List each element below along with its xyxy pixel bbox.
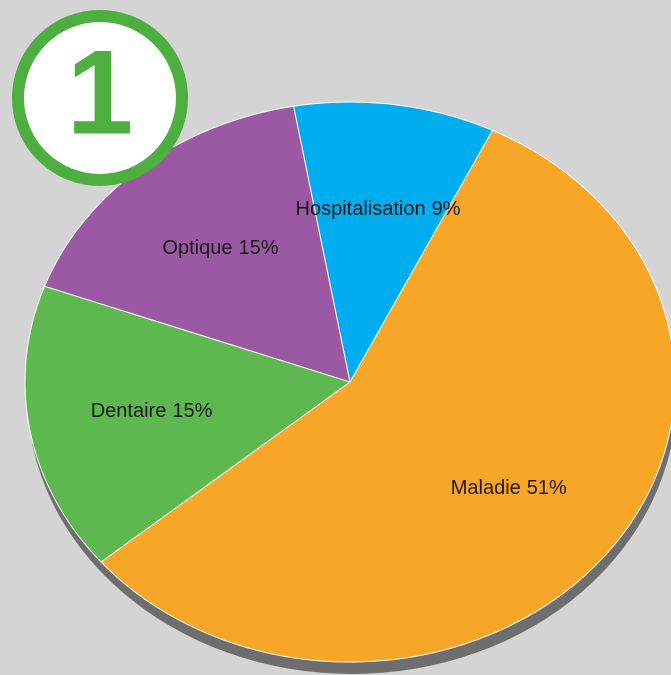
slice-value: 9% <box>432 198 461 220</box>
pie-slice <box>292 101 494 384</box>
slice-value: 15% <box>172 400 212 422</box>
badge-circle <box>12 10 188 186</box>
slice-label: Dentaire 15% <box>91 400 213 422</box>
slice-category: Dentaire <box>91 400 167 422</box>
slice-label: Maladie 51% <box>451 477 567 499</box>
badge-number: 1 <box>67 26 134 160</box>
slice-label: Hospitalisation 9% <box>296 198 461 220</box>
slice-label: Optique 15% <box>162 237 278 259</box>
pie-slice <box>24 285 352 563</box>
slice-category: Maladie <box>451 477 521 499</box>
slice-value: 15% <box>238 237 278 259</box>
labels: Hospitalisation 9%Maladie 51%Dentaire 15%Op… <box>91 198 567 499</box>
slices <box>24 101 671 663</box>
pie-slice <box>100 129 671 663</box>
slice-category: Hospitalisation <box>296 198 426 220</box>
slice-category: Optique <box>162 237 232 259</box>
slice-value: 51% <box>527 477 567 499</box>
